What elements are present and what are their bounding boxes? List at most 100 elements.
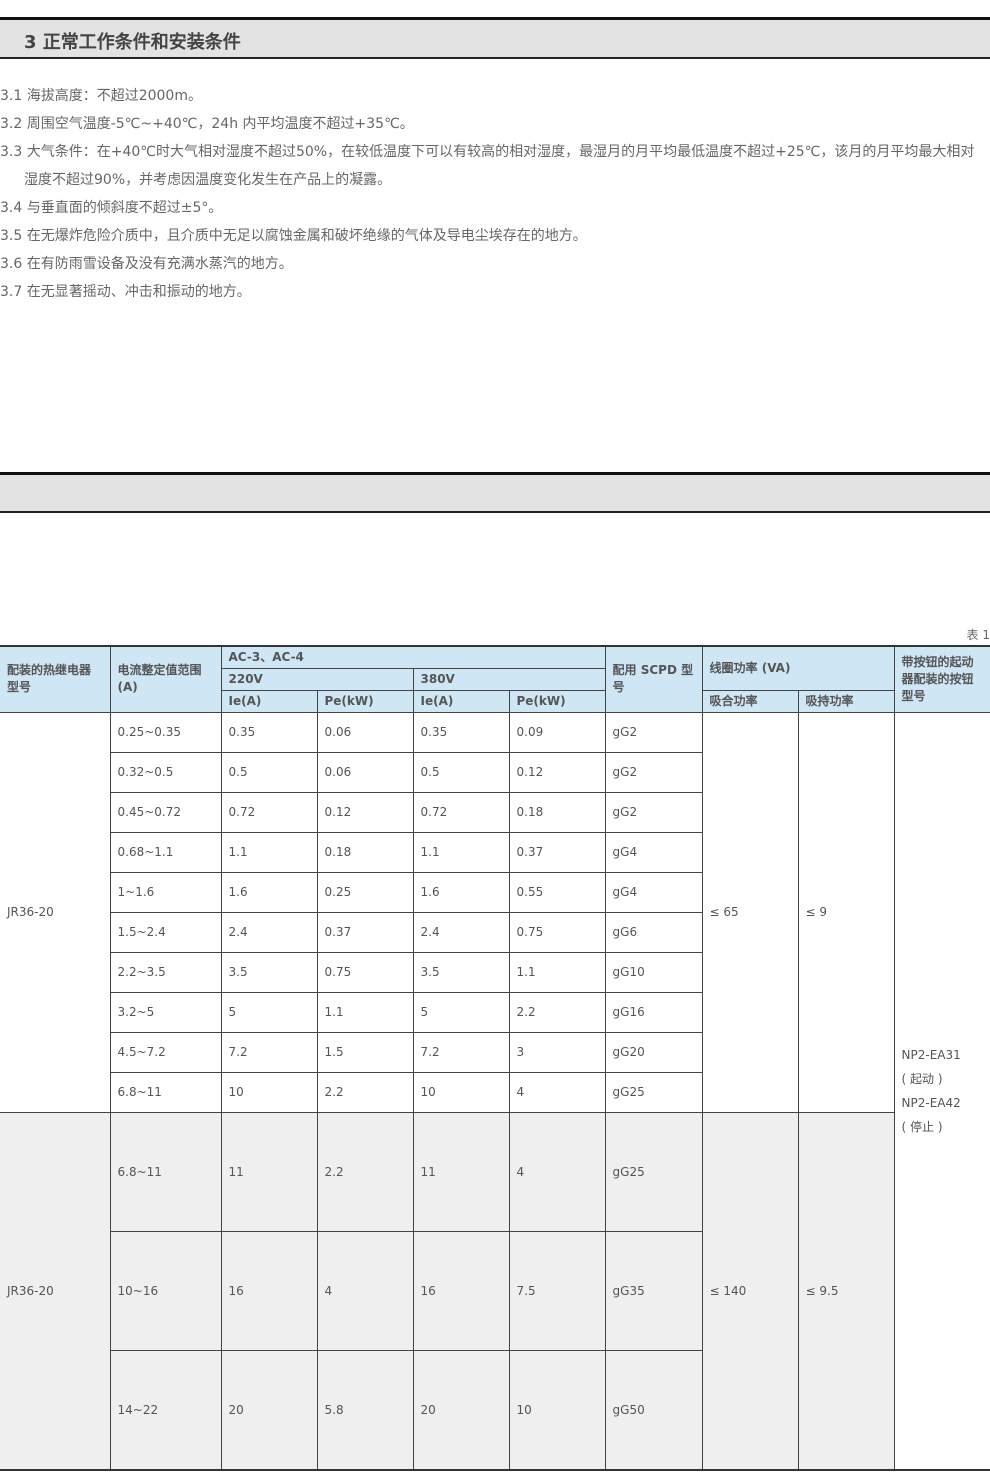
- cell-pe-380: 1.1: [508, 951, 606, 993]
- cell-pe-220: 0.12: [316, 791, 414, 833]
- clause-3-2: 3.2 周围空气温度-5℃~+40℃，24h 内平均温度不超过+35℃。: [0, 116, 414, 132]
- cell-pe-220: 4: [316, 1230, 414, 1351]
- cell-current-range: 6.8~11: [110, 1071, 222, 1113]
- cell-scpd: gG16: [604, 991, 703, 1033]
- cell-pull-in: ≤ 65: [701, 712, 799, 1113]
- cell-current-range: 1~1.6: [110, 871, 222, 913]
- cell-ie-220: 3.5: [220, 951, 318, 993]
- cell-ie-220: 0.35: [220, 712, 318, 753]
- cell-ie-220: 0.5: [220, 751, 318, 793]
- cell-pe-380: 0.75: [508, 911, 606, 953]
- cell-scpd: gG35: [604, 1230, 703, 1351]
- header-380v: 380V: [412, 667, 606, 691]
- cell-pe-220: 0.18: [316, 831, 414, 873]
- cell-pe-220: 5.8: [316, 1349, 414, 1470]
- cell-pe-380: 0.09: [508, 712, 606, 753]
- cell-current-range: 0.45~0.72: [110, 791, 222, 833]
- header-coil: 线圈功率 (VA): [701, 646, 895, 691]
- cell-current-range: 3.2~5: [110, 991, 222, 1033]
- cell-ie-380: 7.2: [412, 1031, 510, 1073]
- spec-table: 配装的热继电器型号 电流整定值范围 (A) AC-3、AC-4 配用 SCPD …: [0, 645, 990, 1471]
- cell-ie-220: 16: [220, 1230, 318, 1351]
- section-3-title: 3 正常工作条件和安装条件: [24, 32, 241, 53]
- cell-pe-220: 0.06: [316, 712, 414, 753]
- cell-scpd: gG25: [604, 1071, 703, 1113]
- cell-ie-220: 10: [220, 1071, 318, 1113]
- cell-scpd: gG10: [604, 951, 703, 993]
- cell-ie-220: 1.1: [220, 831, 318, 873]
- cell-scpd: gG50: [604, 1349, 703, 1470]
- header-current-range: 电流整定值范围 (A): [109, 646, 222, 713]
- cell-current-range: 4.5~7.2: [110, 1031, 222, 1073]
- cell-ie-220: 5: [220, 991, 318, 1033]
- cell-pe-220: 0.25: [316, 871, 414, 913]
- cell-pe-380: 10: [508, 1349, 606, 1470]
- cell-ie-220: 0.72: [220, 791, 318, 833]
- cell-relay-model: JR36-20: [0, 1111, 111, 1470]
- table-row: JR36-20 0.25~0.35 0.35 0.06 0.35 0.09 gG2 ≤ 65 ≤…: [0, 712, 990, 1470]
- cell-ie-220: 7.2: [220, 1031, 318, 1073]
- cell-scpd: gG6: [604, 911, 703, 953]
- button-model-line: NP2-EA42: [901, 1095, 961, 1110]
- table-row: 0.68~1.1 1.1 0.18 1.1 0.37 gG4: [0, 831, 990, 873]
- cell-pe-380: 2.2: [508, 991, 606, 1033]
- header-ac: AC-3、AC-4: [220, 646, 606, 669]
- table-row: 0.45~0.72 0.72 0.12 0.72 0.18 gG2: [0, 791, 990, 833]
- cell-pe-380: 0.37: [508, 831, 606, 873]
- cell-ie-380: 10: [412, 1071, 510, 1113]
- cell-scpd: gG2: [604, 791, 703, 833]
- cell-pe-380: 0.12: [508, 751, 606, 793]
- cell-current-range: 1.5~2.4: [110, 911, 222, 953]
- header-220v: 220V: [221, 667, 414, 691]
- cell-pe-380: 0.55: [508, 871, 606, 913]
- cell-pe-220: 1.1: [316, 991, 414, 1033]
- cell-ie-380: 20: [412, 1349, 510, 1470]
- cell-scpd: gG25: [604, 1111, 703, 1232]
- cell-pull-in: ≤ 140: [701, 1111, 799, 1470]
- cell-current-range: 10~16: [110, 1230, 222, 1351]
- cell-pe-380: 4: [508, 1071, 606, 1113]
- header-ie-220: Ie(A): [221, 689, 318, 713]
- header-hold: 吸持功率: [797, 689, 895, 713]
- cell-scpd: gG4: [604, 871, 703, 913]
- table-row: JR36-20 6.8~11 11 2.2 11 4 gG25 ≤ 140 ≤ 9.5: [0, 1111, 990, 1470]
- cell-pe-220: 0.75: [316, 951, 414, 993]
- cell-pe-380: 3: [508, 1031, 606, 1073]
- cell-ie-380: 0.72: [412, 791, 510, 833]
- cell-scpd: gG4: [604, 831, 703, 873]
- cell-ie-380: 16: [412, 1230, 510, 1351]
- cell-ie-380: 1.1: [412, 831, 510, 873]
- header-pe-220: Pe(kW): [316, 689, 414, 713]
- header-scpd: 配用 SCPD 型号: [604, 646, 703, 713]
- table-note: 表 1: [966, 628, 990, 642]
- cell-current-range: 2.2~3.5: [110, 951, 222, 993]
- clause-3-7: 3.7 在无显著摇动、冲击和振动的地方。: [0, 284, 251, 300]
- clause-3-5: 3.5 在无爆炸危险介质中，且介质中无足以腐蚀金属和破坏绝缘的气体及导电尘埃存在…: [0, 228, 587, 244]
- cell-scpd: gG2: [604, 751, 703, 793]
- cell-pe-380: 0.18: [508, 791, 606, 833]
- table-row: 3.2~5 5 1.1 5 2.2 gG16: [0, 991, 990, 1033]
- cell-ie-380: 0.5: [412, 751, 510, 793]
- cell-ie-380: 0.35: [412, 712, 510, 753]
- table-row: 6.8~11 10 2.2 10 4 gG25: [0, 1071, 990, 1113]
- clause-3-4: 3.4 与垂直面的倾斜度不超过±5°。: [0, 200, 223, 216]
- next-section-header: [0, 472, 990, 513]
- clause-3-1: 3.1 海拔高度：不超过2000m。: [0, 88, 202, 104]
- button-model-line: NP2-EA31: [901, 1047, 961, 1062]
- header-ie-380: Ie(A): [412, 689, 510, 713]
- cell-ie-380: 3.5: [412, 951, 510, 993]
- cell-scpd: gG20: [604, 1031, 703, 1073]
- cell-current-range: 0.68~1.1: [110, 831, 222, 873]
- table-row: 1~1.6 1.6 0.25 1.6 0.55 gG4: [0, 871, 990, 913]
- cell-button-models: NP2-EA31 ( 起动 ) NP2-EA42 ( 停止 ): [893, 712, 990, 1470]
- clause-3-3: 3.3 大气条件：在+40℃时大气相对湿度不超过50%，在较低温度下可以有较高的…: [0, 144, 975, 188]
- cell-ie-220: 20: [220, 1349, 318, 1470]
- cell-hold: ≤ 9: [797, 712, 895, 1113]
- cell-ie-380: 5: [412, 991, 510, 1033]
- cell-current-range: 0.32~0.5: [110, 751, 222, 793]
- cell-pe-220: 2.2: [316, 1071, 414, 1113]
- cell-current-range: 6.8~11: [109, 1111, 222, 1232]
- cell-ie-220: 1.6: [220, 871, 318, 913]
- cell-ie-380: 11: [412, 1111, 510, 1232]
- button-model-line: ( 停止 ): [901, 1119, 943, 1134]
